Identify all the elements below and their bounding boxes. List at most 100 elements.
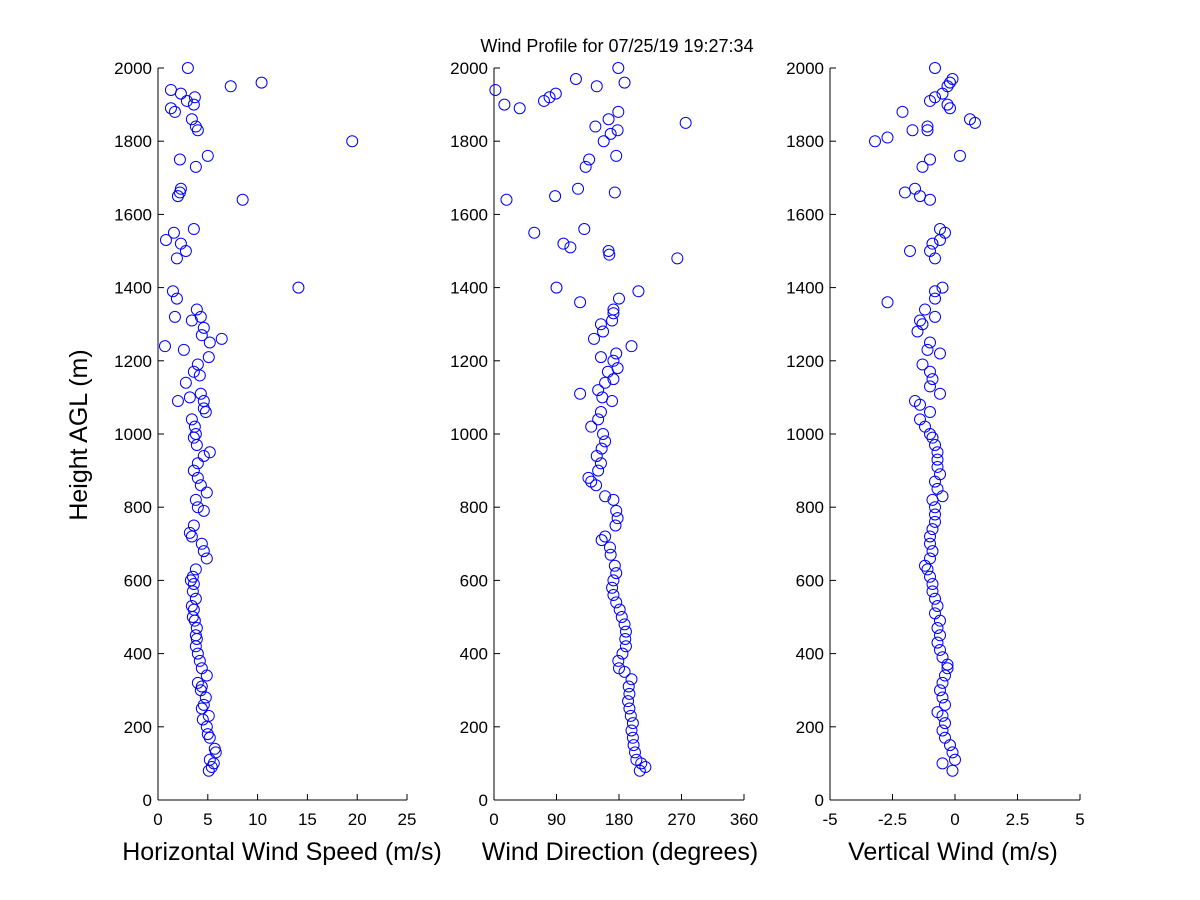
data-point-wind-direction: [597, 428, 610, 440]
data-point-vertical-wind: [924, 245, 936, 257]
data-point-horizontal-wind-speed: [190, 621, 203, 634]
data-point-vertical-wind: [926, 523, 939, 536]
data-point-horizontal-wind-speed: [201, 149, 214, 162]
y-tick-label-wind-direction: 200: [460, 718, 488, 737]
data-point-horizontal-wind-speed: [208, 742, 221, 755]
data-point-horizontal-wind-speed: [179, 376, 192, 389]
data-point-horizontal-wind-speed: [167, 226, 180, 239]
data-point-wind-direction: [592, 384, 605, 397]
y-tick-label-wind-direction: 2000: [450, 59, 488, 78]
y-tick-label-vertical-wind: 1600: [786, 205, 824, 224]
data-point-wind-direction: [610, 567, 623, 580]
data-point-wind-direction: [619, 625, 632, 638]
data-point-horizontal-wind-speed: [202, 351, 215, 364]
y-tick-label-horizontal-wind-speed: 1800: [114, 132, 152, 151]
y-tick-label-vertical-wind: 200: [796, 718, 824, 737]
data-point-horizontal-wind-speed: [193, 654, 206, 667]
data-point-wind-direction: [592, 464, 605, 477]
data-point-wind-direction: [569, 72, 582, 85]
y-tick-label-vertical-wind: 1200: [786, 352, 824, 371]
data-point-wind-direction: [622, 680, 635, 693]
data-point-vertical-wind: [904, 245, 916, 257]
data-point-horizontal-wind-speed: [166, 285, 179, 298]
data-point-vertical-wind: [931, 621, 944, 634]
data-point-vertical-wind: [881, 131, 894, 144]
x-tick-label-horizontal-wind-speed: 0: [153, 810, 162, 829]
panel-wind-direction: 0 200 400 600 800 1000 1200 1400 1600 1800 2000 0 90…: [450, 59, 758, 866]
data-point-wind-direction: [613, 292, 625, 305]
data-point-horizontal-wind-speed: [224, 80, 237, 93]
data-point-vertical-wind: [946, 72, 959, 85]
data-point-wind-direction: [549, 190, 562, 203]
data-point-vertical-wind: [926, 578, 939, 591]
data-point-horizontal-wind-speed: [187, 578, 200, 591]
data-point-horizontal-wind-speed: [164, 83, 177, 96]
data-point-horizontal-wind-speed: [191, 676, 204, 689]
data-point-wind-direction: [607, 354, 620, 367]
data-point-vertical-wind: [931, 482, 944, 495]
data-point-vertical-wind: [939, 669, 951, 682]
panel-vertical-wind: 0 200 400 600 800 1000 1200 1400 1600 1800 2000 -5 -…: [786, 59, 1085, 866]
data-point-wind-direction: [626, 717, 639, 730]
y-tick-label-horizontal-wind-speed: 1000: [114, 425, 152, 444]
data-point-wind-direction: [528, 226, 541, 239]
data-point-horizontal-wind-speed: [188, 91, 201, 104]
data-point-vertical-wind: [924, 537, 936, 550]
data-point-vertical-wind: [939, 698, 951, 711]
data-point-wind-direction: [549, 87, 562, 100]
data-point-vertical-wind: [926, 545, 939, 558]
data-point-vertical-wind: [911, 325, 924, 338]
data-point-horizontal-wind-speed: [197, 504, 210, 517]
data-point-wind-direction: [604, 548, 617, 561]
data-point-vertical-wind: [929, 475, 941, 488]
data-point-vertical-wind: [944, 102, 956, 115]
data-point-wind-direction: [594, 406, 607, 419]
data-point-vertical-wind: [939, 731, 951, 744]
data-point-vertical-wind: [919, 303, 931, 316]
y-tick-label-wind-direction: 1000: [450, 425, 488, 444]
y-tick-label-vertical-wind: 800: [796, 498, 824, 517]
data-point-horizontal-wind-speed: [173, 186, 186, 199]
data-point-horizontal-wind-speed: [191, 471, 204, 484]
data-point-horizontal-wind-speed: [203, 753, 216, 766]
data-point-wind-direction: [606, 314, 619, 327]
data-point-wind-direction: [500, 193, 513, 206]
data-point-wind-direction: [632, 285, 645, 298]
y-tick-label-vertical-wind: 0: [815, 791, 824, 810]
data-point-vertical-wind: [936, 757, 949, 770]
data-point-vertical-wind: [916, 160, 929, 173]
y-tick-label-horizontal-wind-speed: 1200: [114, 352, 152, 371]
data-point-vertical-wind: [929, 515, 941, 528]
data-point-wind-direction: [594, 318, 607, 331]
data-point-vertical-wind: [909, 182, 921, 195]
data-point-horizontal-wind-speed: [190, 438, 203, 451]
data-point-wind-direction: [543, 91, 556, 104]
data-point-wind-direction: [611, 124, 624, 137]
data-point-horizontal-wind-speed: [188, 420, 201, 433]
data-point-vertical-wind: [929, 292, 941, 305]
data-point-wind-direction: [603, 541, 616, 554]
data-point-wind-direction: [627, 739, 640, 752]
data-point-horizontal-wind-speed: [215, 332, 228, 345]
data-point-horizontal-wind-speed: [191, 501, 204, 514]
data-point-horizontal-wind-speed: [346, 135, 359, 148]
data-point-vertical-wind: [881, 296, 894, 309]
data-point-vertical-wind: [931, 446, 944, 459]
data-point-vertical-wind: [936, 691, 949, 704]
data-point-wind-direction: [578, 223, 591, 236]
data-point-horizontal-wind-speed: [197, 545, 210, 558]
data-point-wind-direction: [603, 248, 616, 261]
y-tick-label-wind-direction: 800: [460, 498, 488, 517]
y-tick-label-wind-direction: 1400: [450, 279, 488, 298]
data-point-horizontal-wind-speed: [197, 395, 210, 408]
data-point-horizontal-wind-speed: [197, 321, 210, 334]
data-point-horizontal-wind-speed: [173, 153, 186, 166]
data-point-vertical-wind: [899, 186, 911, 199]
y-axis-label: Height AGL (m): [65, 349, 93, 520]
data-point-horizontal-wind-speed: [209, 746, 222, 759]
data-point-wind-direction: [583, 153, 596, 166]
data-point-horizontal-wind-speed: [189, 160, 202, 173]
data-point-vertical-wind: [936, 281, 949, 294]
data-point-vertical-wind: [926, 493, 939, 506]
data-point-vertical-wind: [934, 684, 946, 697]
